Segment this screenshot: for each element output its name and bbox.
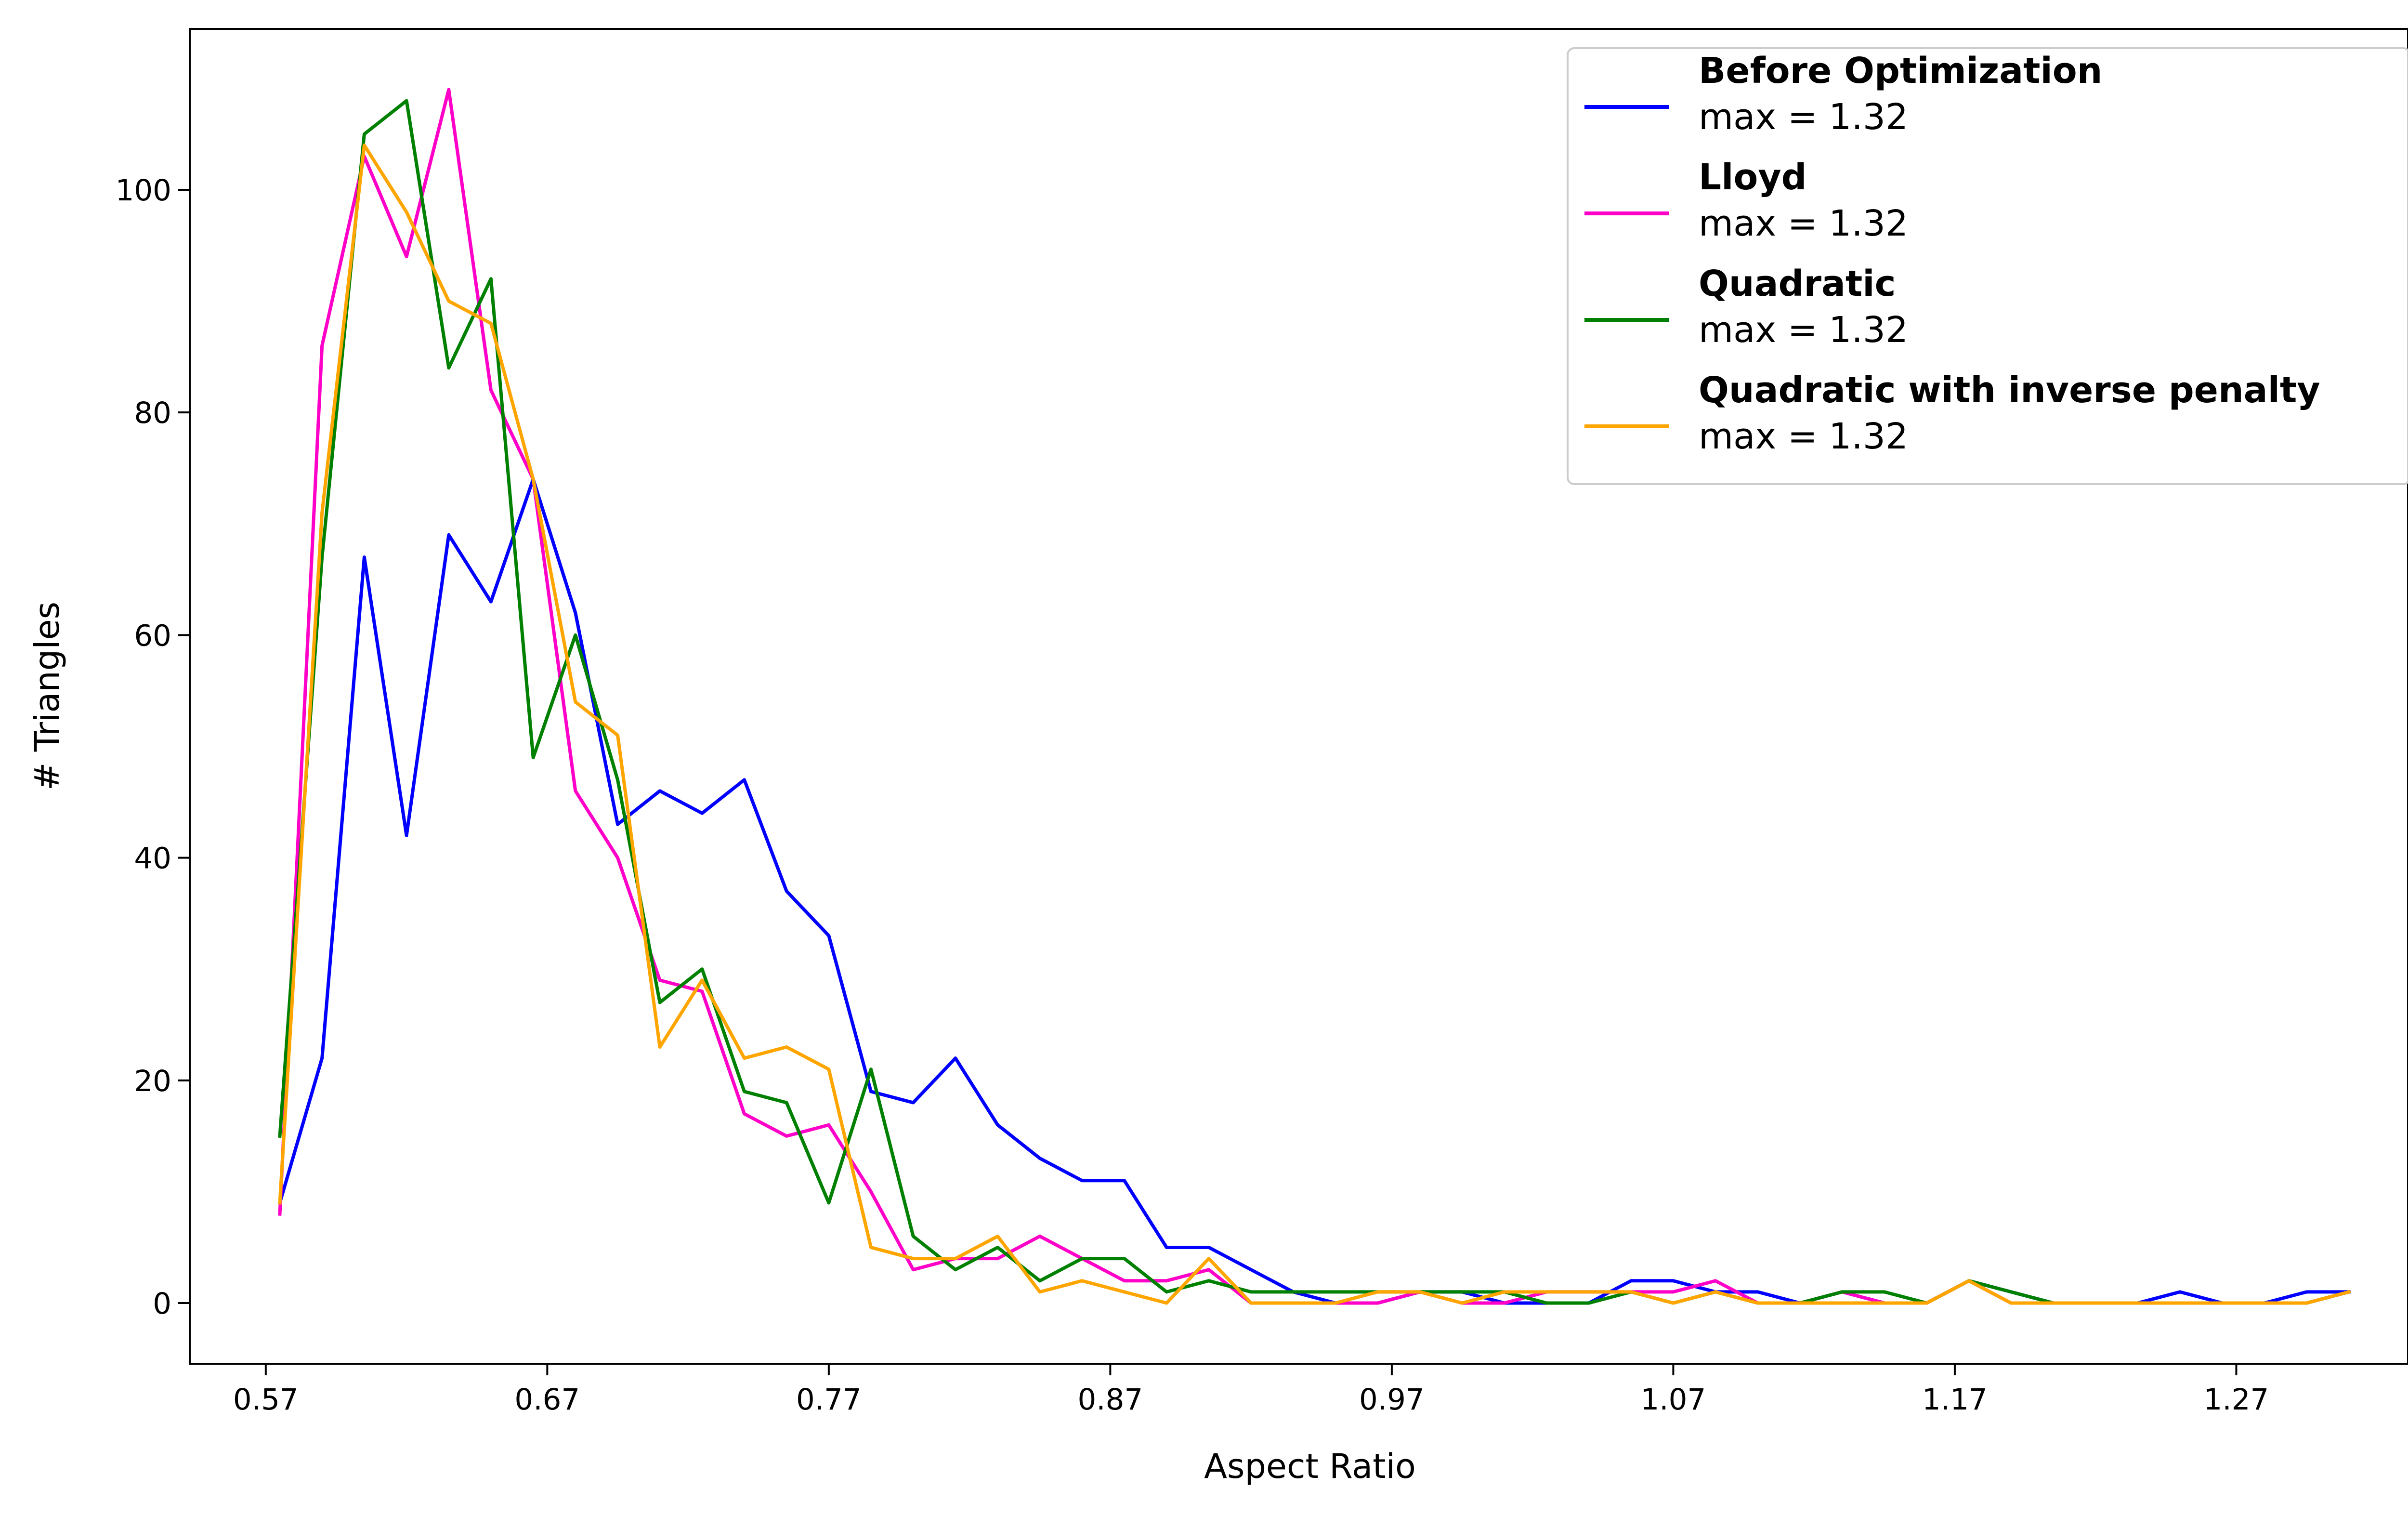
x-tick-label: 0.57 [233, 1383, 299, 1417]
x-tick-label: 0.87 [1077, 1383, 1143, 1417]
y-axis-label: # Triangles [27, 602, 67, 790]
x-tick-label: 0.67 [514, 1383, 580, 1417]
legend-box [1567, 47, 2408, 485]
plot-frame [189, 28, 2408, 1365]
legend-entry-max: max = 1.32 [1699, 416, 1908, 457]
y-tick-label: 60 [134, 619, 171, 653]
x-tick-label: 1.07 [1640, 1383, 1706, 1417]
legend-entry-max: max = 1.32 [1699, 309, 1908, 351]
legend-entry-max: max = 1.32 [1699, 203, 1908, 244]
y-tick-label: 80 [134, 396, 171, 430]
legend-entry-name: Before Optimization [1699, 50, 2102, 92]
series-lines [277, 88, 2351, 1305]
x-tick-label: 1.17 [1922, 1383, 1988, 1417]
series-line-3 [278, 144, 2351, 1305]
legend-entry-max: max = 1.32 [1699, 96, 1908, 138]
legend-entry-name: Lloyd [1699, 157, 1807, 198]
y-tick-label: 0 [153, 1287, 171, 1321]
y-tick-label: 100 [116, 173, 171, 208]
legend-entry-name: Quadratic with inverse penalty [1699, 369, 2320, 411]
x-tick-label: 1.27 [2204, 1383, 2269, 1417]
y-tick-label: 40 [134, 842, 171, 876]
x-tick-label: 0.97 [1359, 1383, 1425, 1417]
x-tick-label: 0.77 [796, 1383, 862, 1417]
series-line-2 [278, 99, 2351, 1305]
x-axis-label: Aspect Ratio [1204, 1447, 1416, 1486]
y-tick-label: 20 [134, 1064, 171, 1098]
y-axis-ticks: 0 20 40 60 80 100 [116, 173, 190, 1321]
legend-entry-name: Quadratic [1699, 263, 1896, 304]
x-axis-ticks: 0.57 0.67 0.77 0.87 0.97 1.07 1.17 1.27 [233, 1364, 2269, 1417]
